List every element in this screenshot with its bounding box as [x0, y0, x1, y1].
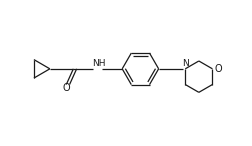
Text: O: O: [213, 64, 221, 74]
Text: O: O: [62, 83, 70, 93]
Text: NH: NH: [91, 59, 105, 68]
Text: N: N: [181, 59, 188, 68]
